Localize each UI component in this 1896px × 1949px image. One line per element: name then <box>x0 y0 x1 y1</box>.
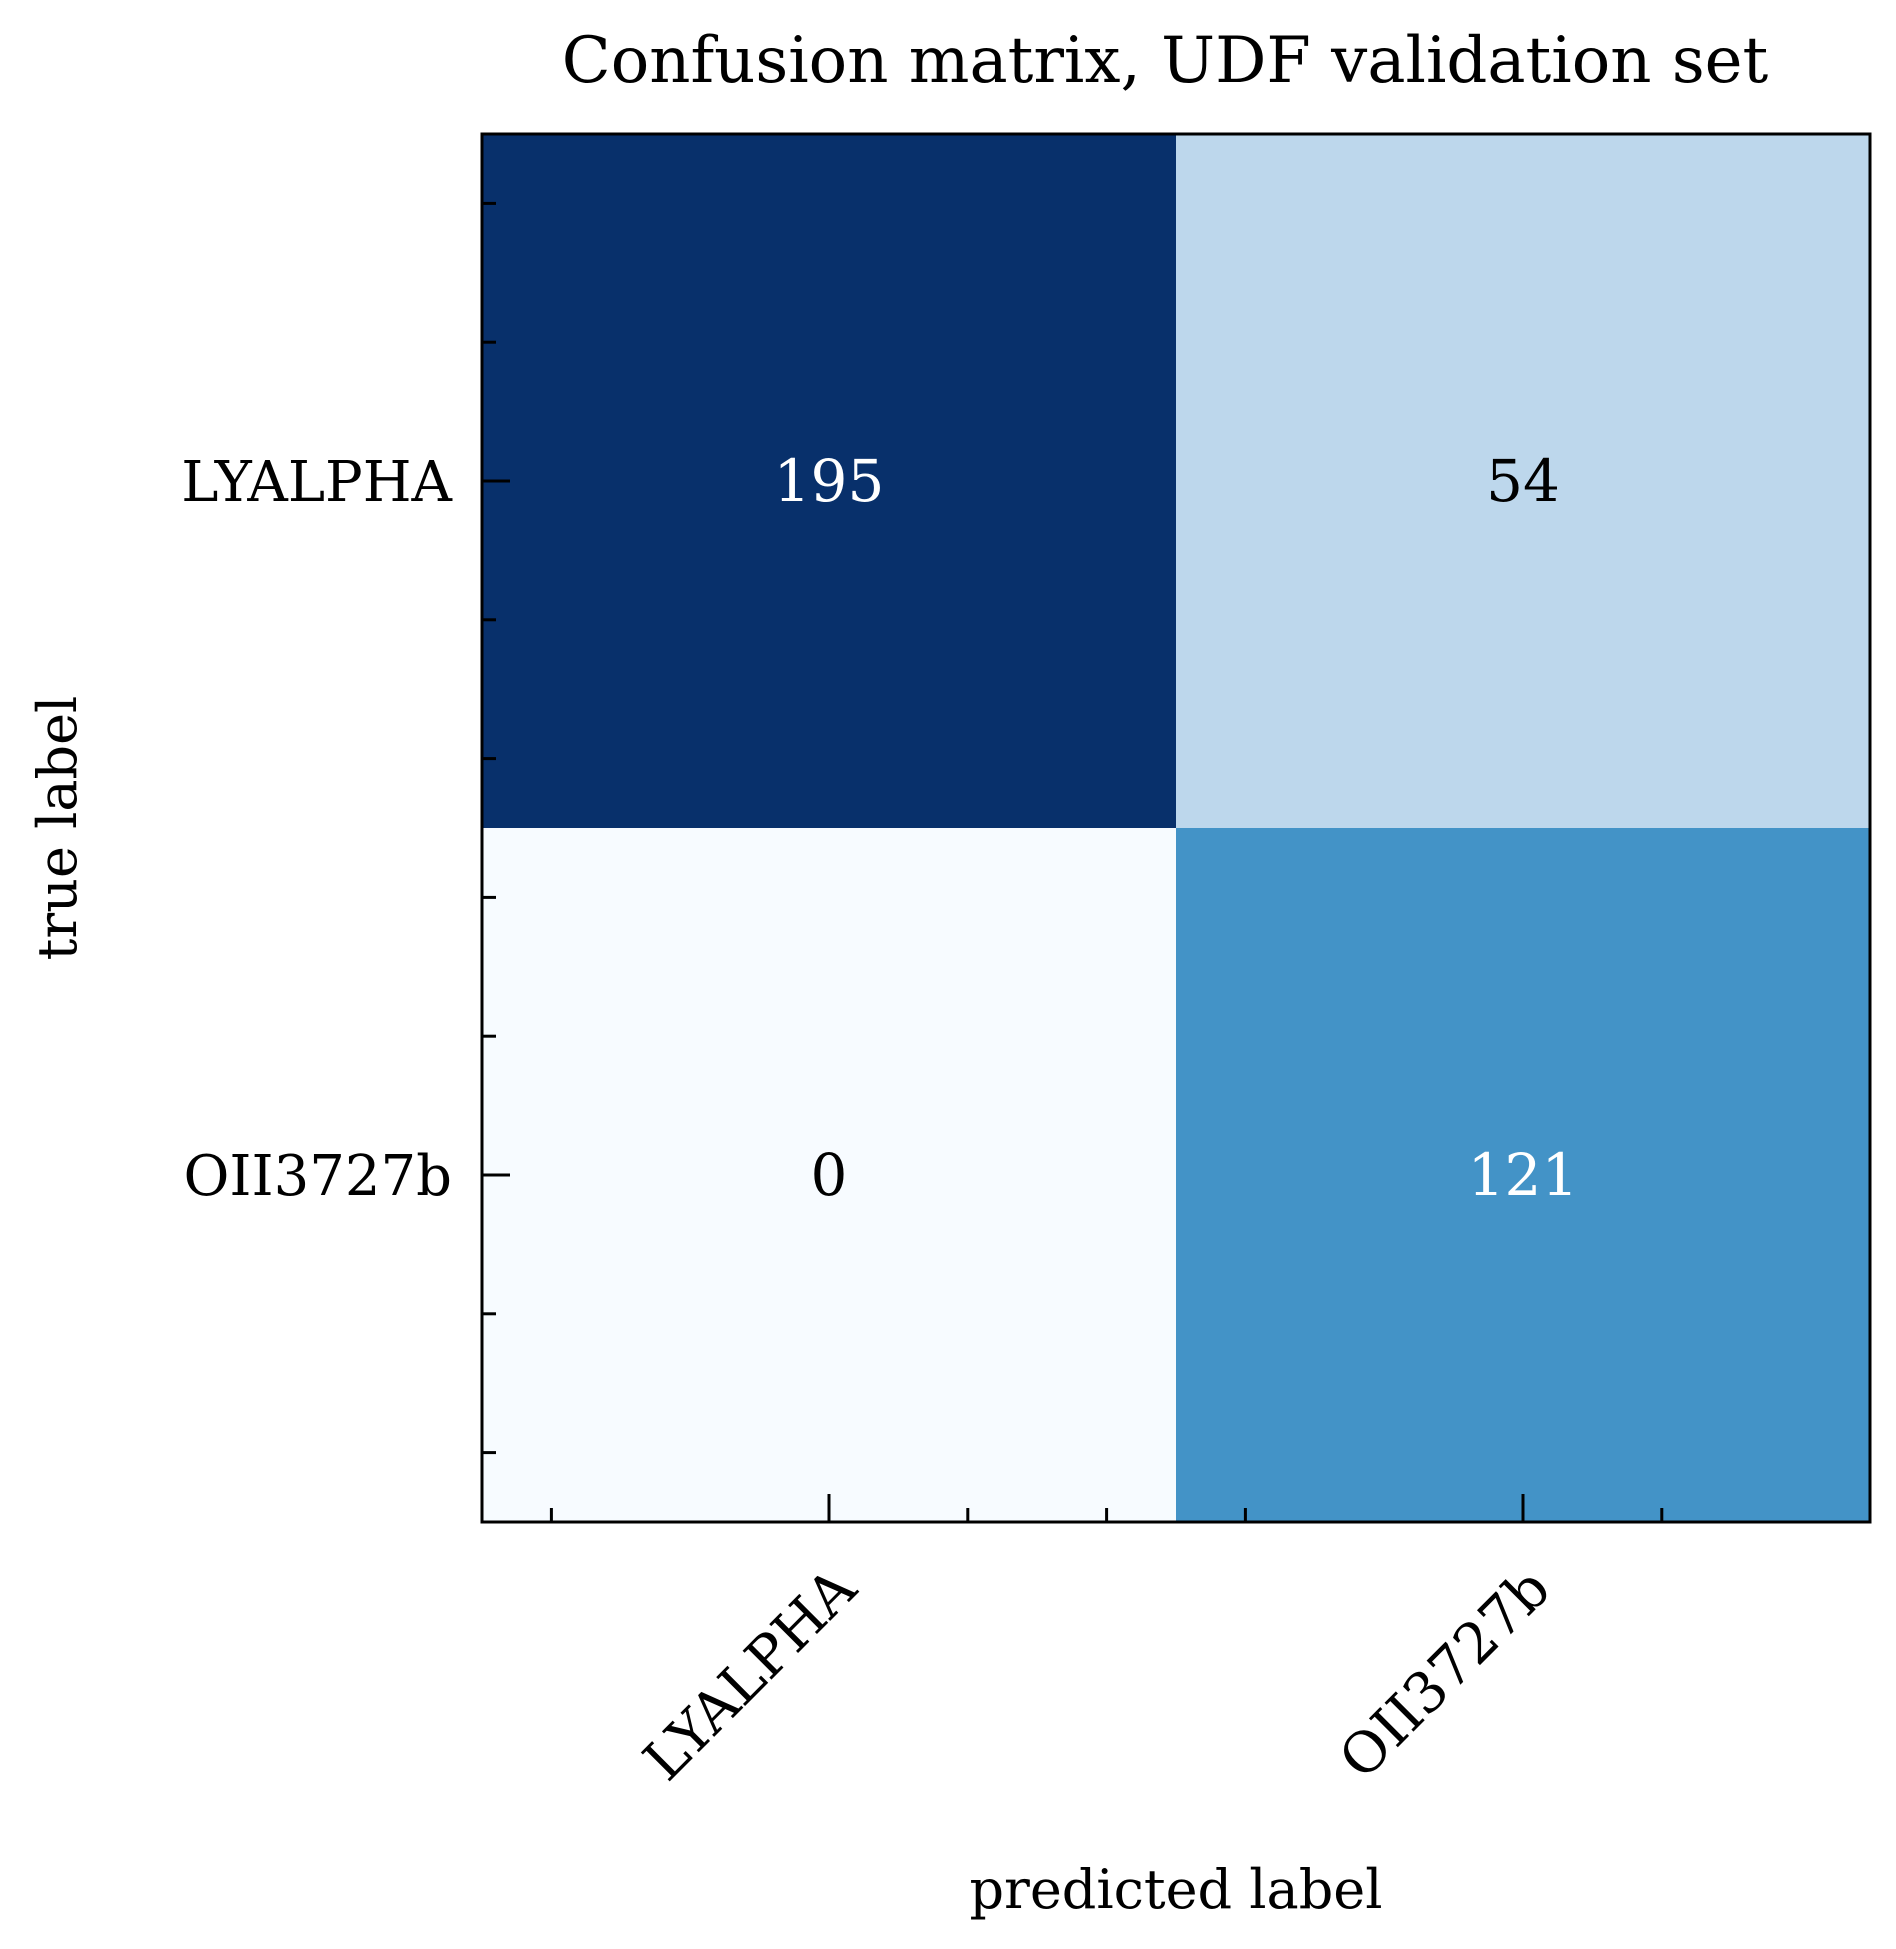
matrix-cell <box>1176 828 1871 1523</box>
y-axis-label: true label <box>26 696 89 961</box>
matrix-cell <box>482 828 1177 1523</box>
matrix-cell-labels: 195 54 0 121 <box>774 447 1579 1209</box>
cell-value-label: 195 <box>774 447 885 515</box>
plot-frame <box>480 132 1872 1524</box>
x-tick-label: OII3727b <box>1327 1556 1563 1792</box>
x-tick-label: LYALPHA <box>631 1556 869 1794</box>
matrix-cell <box>482 134 1177 829</box>
cell-value-label: 54 <box>1486 447 1560 515</box>
x-axis-label: predicted label <box>969 1858 1382 1921</box>
cell-value-label: 0 <box>811 1141 848 1209</box>
major-ticks <box>482 479 1525 1522</box>
matrix-cells <box>482 134 1871 1523</box>
cell-value-label: 121 <box>1468 1141 1579 1209</box>
chart-title: Confusion matrix, UDF validation set <box>562 24 1769 98</box>
y-tick-label: LYALPHA <box>181 450 452 515</box>
matrix-cell <box>1176 134 1871 829</box>
y-tick-label: OII3727b <box>183 1144 452 1209</box>
